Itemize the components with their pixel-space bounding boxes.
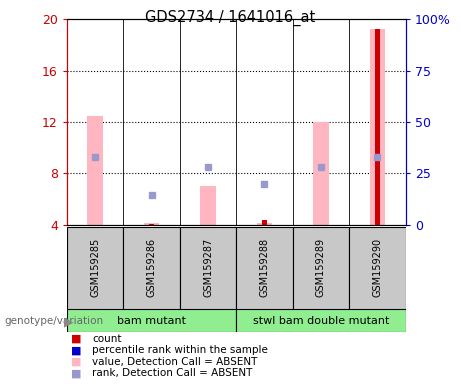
Text: count: count [92, 334, 122, 344]
Bar [144, 223, 160, 225]
Bar [257, 223, 272, 225]
Bar [123, 227, 180, 309]
Bar [67, 227, 123, 309]
Text: ■: ■ [71, 357, 82, 367]
Bar [262, 220, 267, 225]
Text: genotype/variation: genotype/variation [5, 316, 104, 326]
Text: GSM159289: GSM159289 [316, 238, 326, 297]
Text: stwl bam double mutant: stwl bam double mutant [253, 316, 389, 326]
Text: GSM159286: GSM159286 [147, 238, 157, 297]
Bar [375, 30, 380, 225]
Bar [370, 30, 385, 225]
Text: value, Detection Call = ABSENT: value, Detection Call = ABSENT [92, 357, 258, 367]
Text: ■: ■ [71, 345, 82, 355]
Text: GSM159285: GSM159285 [90, 238, 100, 298]
Bar [87, 116, 103, 225]
Text: GSM159288: GSM159288 [260, 238, 270, 297]
Text: rank, Detection Call = ABSENT: rank, Detection Call = ABSENT [92, 368, 253, 378]
Text: percentile rank within the sample: percentile rank within the sample [92, 345, 268, 355]
Text: ■: ■ [71, 334, 82, 344]
Bar [313, 122, 329, 225]
Bar [349, 227, 406, 309]
Text: GSM159290: GSM159290 [372, 238, 383, 297]
Bar [67, 309, 236, 332]
Text: bam mutant: bam mutant [117, 316, 186, 326]
Bar [236, 227, 293, 309]
Bar [180, 227, 236, 309]
Bar [149, 223, 154, 225]
Bar [200, 186, 216, 225]
Text: GSM159287: GSM159287 [203, 238, 213, 298]
Text: GDS2734 / 1641016_at: GDS2734 / 1641016_at [145, 10, 316, 26]
Bar [236, 309, 406, 332]
Text: ■: ■ [71, 368, 82, 378]
Text: ▶: ▶ [64, 315, 73, 328]
Bar [293, 227, 349, 309]
